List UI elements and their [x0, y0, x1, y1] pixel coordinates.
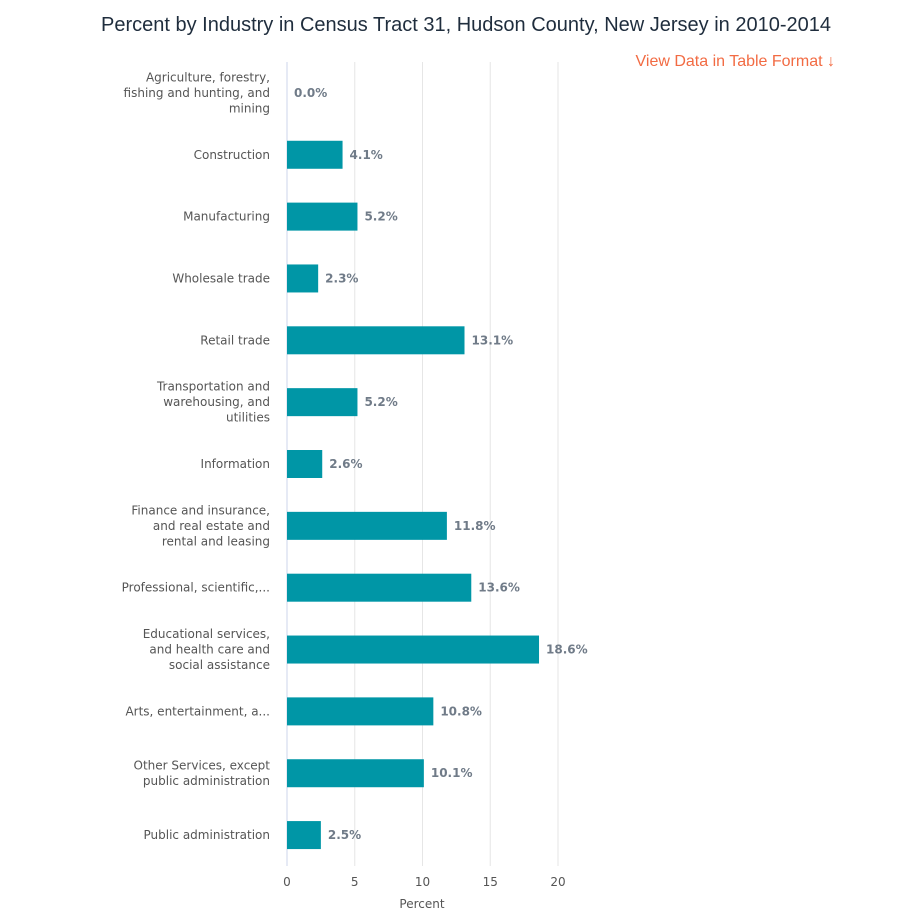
value-labels: 0.0% 4.1% 5.2% 2.3% 13.1% 5.2% 2.6% 11.8% 13.6% 1… — [294, 86, 588, 842]
category-label: Educational services, and health care and… — [143, 627, 270, 672]
bar[interactable] — [287, 821, 321, 850]
bar[interactable] — [287, 326, 465, 355]
data-label: 18.6% — [546, 643, 588, 657]
category-label: Manufacturing — [183, 210, 270, 224]
data-label: 11.8% — [454, 519, 496, 533]
category-label: Construction — [194, 148, 270, 162]
category-label: Public administration — [144, 828, 271, 842]
category-label: Information — [201, 457, 270, 471]
category-label: Wholesale trade — [172, 271, 270, 285]
bar[interactable] — [287, 140, 343, 169]
x-tick-label: 10 — [415, 875, 430, 889]
category-label: Other Services, except public administrat… — [134, 758, 271, 788]
x-tick-label: 20 — [550, 875, 565, 889]
category-label: Finance and insurance, and real estate an… — [131, 503, 270, 548]
x-axis-title: Percent — [399, 897, 444, 911]
bar[interactable] — [287, 635, 540, 664]
bars — [287, 140, 540, 850]
x-axis-ticks: 0 5 10 15 20 — [283, 875, 565, 889]
bar[interactable] — [287, 450, 323, 478]
bar[interactable] — [287, 388, 358, 417]
data-label: 0.0% — [294, 86, 327, 100]
view-table-link[interactable]: View Data in Table Format ↓ — [635, 53, 836, 70]
x-tick-label: 5 — [351, 875, 359, 889]
category-label: Professional, scientific,... — [122, 581, 270, 595]
bar[interactable] — [287, 697, 434, 726]
data-label: 5.2% — [364, 210, 397, 224]
category-labels: Agriculture, forestry, fishing and huntin… — [122, 70, 271, 842]
category-label: Arts, entertainment, a... — [125, 704, 270, 718]
category-label: Retail trade — [200, 333, 270, 347]
data-label: 13.1% — [472, 333, 514, 347]
bar[interactable] — [287, 573, 472, 602]
data-label: 13.6% — [478, 581, 520, 595]
data-label: 5.2% — [364, 395, 397, 409]
bar[interactable] — [287, 511, 447, 540]
data-label: 4.1% — [350, 148, 383, 162]
data-label: 10.1% — [431, 766, 473, 780]
grid-lines — [286, 62, 559, 866]
data-label: 2.5% — [328, 828, 361, 842]
category-label: Transportation and warehousing, and utilit… — [156, 380, 270, 425]
bar[interactable] — [287, 264, 319, 293]
x-tick-label: 15 — [483, 875, 498, 889]
data-label: 10.8% — [440, 704, 482, 718]
category-label: Agriculture, forestry, fishing and huntin… — [124, 70, 270, 115]
data-label: 2.3% — [325, 271, 358, 285]
x-tick-label: 0 — [283, 875, 291, 889]
bar[interactable] — [287, 202, 358, 231]
chart-title: Percent by Industry in Census Tract 31, … — [100, 14, 831, 36]
bar[interactable] — [287, 759, 424, 788]
data-label: 2.6% — [329, 457, 362, 471]
